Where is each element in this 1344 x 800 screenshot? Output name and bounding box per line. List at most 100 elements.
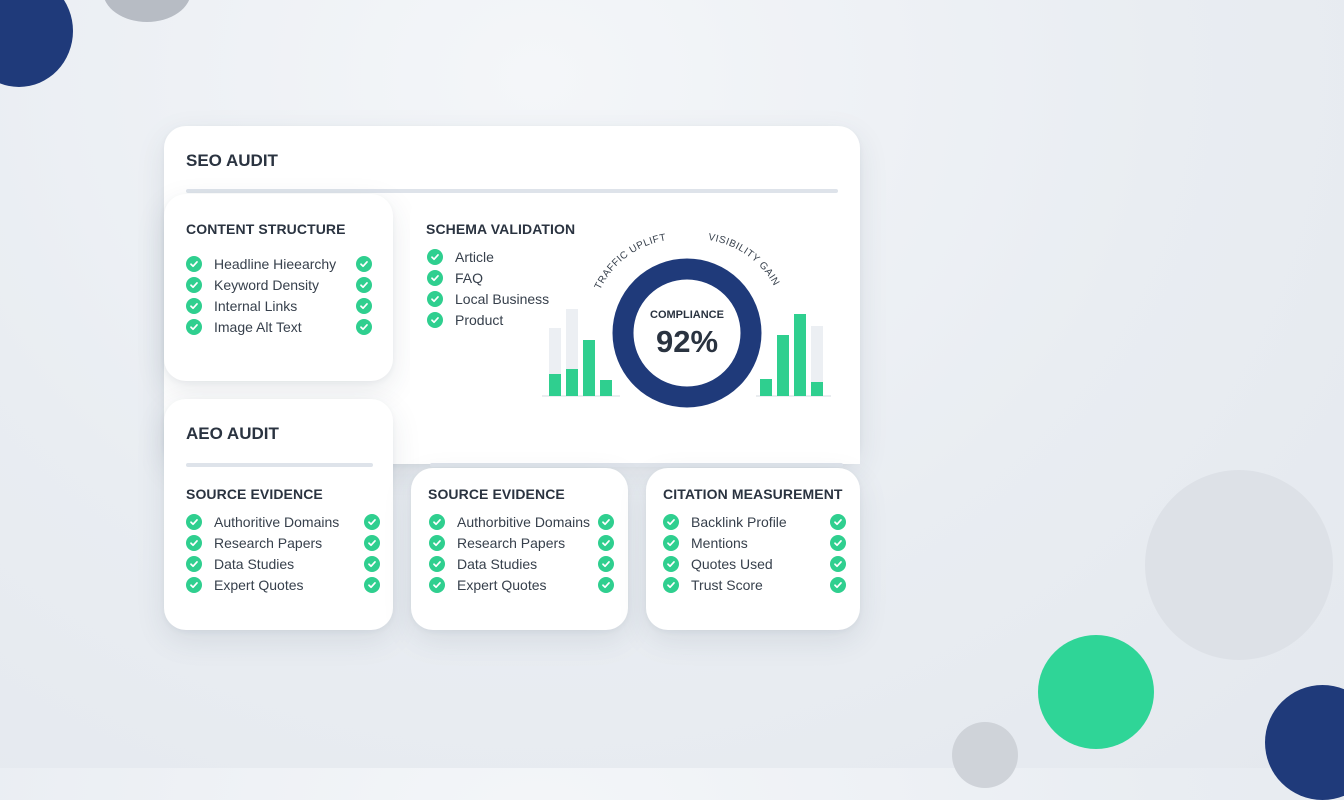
decor-circle-green [1038,635,1154,749]
list-item: Image Alt Text [186,316,372,337]
seo-audit-title: SEO AUDIT [186,151,278,170]
check-circle-icon [186,513,202,530]
check-circle-icon [427,311,443,328]
left-bar-2 [566,369,578,396]
check-circle-icon [364,555,380,572]
check-circle-icon [429,534,445,551]
list-item-label: Authoritive Domains [214,513,340,530]
list-item-label: Data Studies [457,555,538,572]
donut-track [612,258,762,408]
check-circle-icon [598,534,614,551]
left-bar-3 [583,340,595,396]
list-item-label: Internal Links [214,297,298,314]
list-item: FAQ [427,267,567,288]
list-item: Local Business [427,288,567,309]
list-item-label: Expert Quotes [457,576,547,593]
list-item-label: Article [455,248,494,265]
list-item-label: Research Papers [457,534,566,551]
left-bar-1 [549,374,561,396]
list-item: Article [427,246,567,267]
source-evidence-center-card [411,468,628,630]
aeo-audit-divider-right [430,463,843,467]
check-circle-icon [356,276,372,293]
check-circle-icon [186,318,202,335]
check-circle-icon [186,297,202,314]
right-bar-4 [811,382,823,396]
list-item-label: Trust Score [691,576,763,593]
check-circle-icon [663,513,679,530]
list-item: Product [427,309,567,330]
decor-circle-navy-top [0,0,73,87]
list-item-label: Expert Quotes [214,576,304,593]
list-item: Mentions [663,532,846,553]
list-item: Keyword Density [186,274,372,295]
content-structure-title: CONTENT STRUCTURE [186,221,346,237]
schema-validation-title: SCHEMA VALIDATION [426,221,576,237]
content-structure-list: Headline Hieearchy Keyword Density Interna… [186,253,372,337]
list-item-label: Local Business [455,290,550,307]
check-circle-icon [429,576,445,593]
list-item-label: Research Papers [214,534,323,551]
list-item: Research Papers [429,532,614,553]
citation-measurement-title: CITATION MEASUREMENT [663,486,843,502]
list-item-label: Data Studies [214,555,295,572]
check-circle-icon [364,534,380,551]
source-evidence-center-title: SOURCE EVIDENCE [428,486,565,502]
check-circle-icon [186,555,202,572]
list-item: Quotes Used [663,553,846,574]
citation-measurement-card [646,468,860,630]
list-item: Data Studies [429,553,614,574]
list-item: Headline Hieearchy [186,253,372,274]
check-circle-icon [663,576,679,593]
aeo-audit-divider-left [186,463,373,467]
decor-circle-grey-top [103,0,191,22]
list-item-label: Product [455,311,504,328]
aeo-audit-title: AEO AUDIT [186,424,279,443]
right-bar-bg-4 [811,326,823,396]
right-bar-3 [794,314,806,396]
check-circle-icon [429,555,445,572]
seo-audit-divider [186,189,838,193]
check-circle-icon [598,513,614,530]
check-circle-icon [186,276,202,293]
source-evidence-left-list: Authoritive Domains Research Papers Data S… [186,511,380,595]
list-item: Backlink Profile [663,511,846,532]
list-item: Trust Score [663,574,846,595]
content-structure-card [164,194,393,381]
citation-measurement-list: Backlink Profile Mentions Quotes Used Trust… [663,511,846,595]
check-circle-icon [364,576,380,593]
list-item-label: FAQ [455,269,484,286]
check-circle-icon [598,576,614,593]
source-evidence-left-title: SOURCE EVIDENCE [186,486,323,502]
check-circle-icon [830,513,846,530]
check-circle-icon [186,534,202,551]
check-circle-icon [186,255,202,272]
check-circle-icon [830,576,846,593]
list-item: Data Studies [186,553,380,574]
list-item-label: Mentions [691,534,748,551]
check-circle-icon [427,248,443,265]
list-item-label: Authorbitive Domains [457,513,591,530]
aeo-audit-card [164,399,393,630]
compliance-widget: COMPLIANCE 92% TRAFFIC UPLIFT VISIBILITY… [542,232,831,408]
list-item-label: Headline Hieearchy [214,255,337,272]
compliance-value: 92% [656,324,718,359]
source-evidence-center-list: Authorbitive Domains Research Papers Data … [429,511,614,595]
check-circle-icon [427,290,443,307]
check-circle-icon [830,534,846,551]
check-circle-icon [427,269,443,286]
right-bar-2 [777,335,789,396]
decor-circle-navy-bottom [1265,685,1344,800]
check-circle-icon [429,513,445,530]
compliance-label: COMPLIANCE [650,309,724,321]
donut-center [634,280,740,386]
check-circle-icon [356,318,372,335]
list-item-label: Backlink Profile [691,513,787,530]
list-item: Internal Links [186,295,372,316]
list-item-label: Keyword Density [214,276,320,293]
check-circle-icon [663,534,679,551]
decor-circle-grey-right [1145,470,1333,660]
schema-validation-list: Article FAQ Local Business Product [427,246,567,330]
list-item-label: Quotes Used [691,555,773,572]
list-item: Authorbitive Domains [429,511,614,532]
